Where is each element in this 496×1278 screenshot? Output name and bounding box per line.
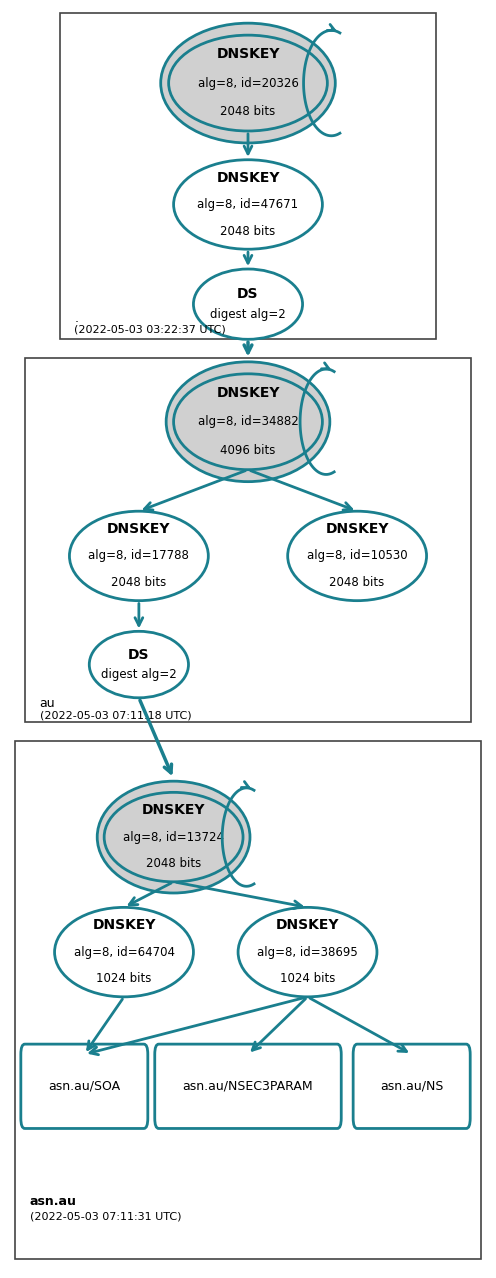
Text: (2022-05-03 03:22:37 UTC): (2022-05-03 03:22:37 UTC) <box>74 325 226 335</box>
Text: 2048 bits: 2048 bits <box>111 576 167 589</box>
Text: asn.au/SOA: asn.au/SOA <box>48 1080 121 1093</box>
Text: alg=8, id=64704: alg=8, id=64704 <box>73 946 175 958</box>
FancyBboxPatch shape <box>353 1044 470 1128</box>
Text: alg=8, id=20326: alg=8, id=20326 <box>197 77 299 89</box>
Text: alg=8, id=10530: alg=8, id=10530 <box>307 550 407 562</box>
Text: DNSKEY: DNSKEY <box>216 47 280 61</box>
Bar <box>60 13 436 339</box>
Text: .: . <box>74 312 78 325</box>
Text: 4096 bits: 4096 bits <box>220 443 276 458</box>
FancyBboxPatch shape <box>155 1044 341 1128</box>
Text: digest alg=2: digest alg=2 <box>101 668 177 681</box>
Text: alg=8, id=34882: alg=8, id=34882 <box>197 415 299 428</box>
Text: 2048 bits: 2048 bits <box>146 858 201 870</box>
Text: au: au <box>40 697 56 709</box>
Ellipse shape <box>174 373 322 469</box>
Ellipse shape <box>174 160 322 249</box>
Text: DNSKEY: DNSKEY <box>142 804 205 817</box>
Ellipse shape <box>288 511 427 601</box>
Text: DNSKEY: DNSKEY <box>92 919 156 932</box>
Text: (2022-05-03 07:11:31 UTC): (2022-05-03 07:11:31 UTC) <box>30 1212 181 1222</box>
Text: 2048 bits: 2048 bits <box>220 105 276 119</box>
Text: DS: DS <box>128 648 150 662</box>
Ellipse shape <box>89 631 188 698</box>
Ellipse shape <box>97 781 250 893</box>
Text: asn.au/NSEC3PARAM: asn.au/NSEC3PARAM <box>183 1080 313 1093</box>
Text: 2048 bits: 2048 bits <box>220 225 276 238</box>
Text: DNSKEY: DNSKEY <box>216 386 280 400</box>
Bar <box>25 358 471 722</box>
FancyBboxPatch shape <box>21 1044 148 1128</box>
Text: asn.au: asn.au <box>30 1195 77 1208</box>
Text: alg=8, id=47671: alg=8, id=47671 <box>197 198 299 211</box>
Text: digest alg=2: digest alg=2 <box>210 308 286 321</box>
Text: DNSKEY: DNSKEY <box>325 523 389 535</box>
Bar <box>15 741 481 1259</box>
Ellipse shape <box>193 270 303 339</box>
Text: DNSKEY: DNSKEY <box>276 919 339 932</box>
Ellipse shape <box>104 792 243 882</box>
Text: DNSKEY: DNSKEY <box>216 171 280 184</box>
Text: asn.au/NS: asn.au/NS <box>380 1080 443 1093</box>
Ellipse shape <box>166 362 330 482</box>
Text: 1024 bits: 1024 bits <box>96 973 152 985</box>
Ellipse shape <box>55 907 193 997</box>
Ellipse shape <box>161 23 335 143</box>
Text: (2022-05-03 07:11:18 UTC): (2022-05-03 07:11:18 UTC) <box>40 711 191 721</box>
Ellipse shape <box>169 35 327 130</box>
Text: 2048 bits: 2048 bits <box>329 576 385 589</box>
Text: alg=8, id=13724: alg=8, id=13724 <box>123 831 224 843</box>
Text: DNSKEY: DNSKEY <box>107 523 171 535</box>
Text: alg=8, id=38695: alg=8, id=38695 <box>257 946 358 958</box>
Ellipse shape <box>69 511 208 601</box>
Ellipse shape <box>238 907 377 997</box>
Text: DS: DS <box>237 286 259 300</box>
Text: alg=8, id=17788: alg=8, id=17788 <box>88 550 189 562</box>
Text: 1024 bits: 1024 bits <box>280 973 335 985</box>
